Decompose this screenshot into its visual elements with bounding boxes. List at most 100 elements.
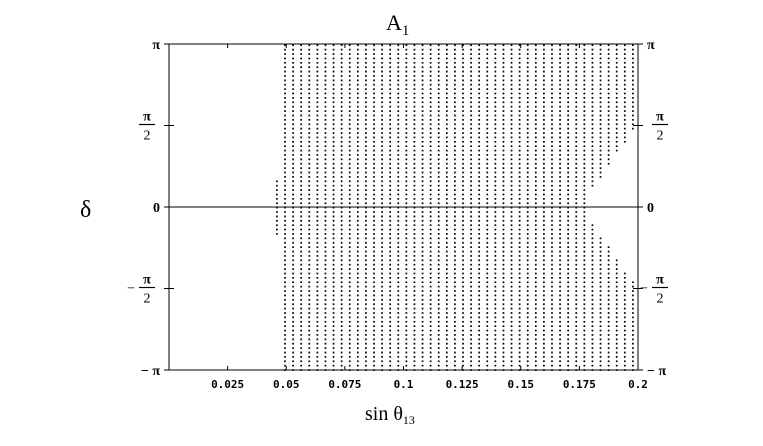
data-point — [543, 127, 545, 130]
data-point — [348, 110, 351, 112]
data-point — [454, 83, 456, 86]
data-point — [292, 123, 294, 126]
data-point — [413, 53, 416, 55]
data-point — [454, 307, 456, 310]
data-point — [567, 334, 570, 336]
data-point — [591, 154, 594, 156]
data-point — [308, 158, 311, 161]
data-point — [405, 66, 408, 69]
data-point — [575, 250, 578, 253]
data-point — [405, 250, 408, 253]
data-point — [551, 202, 553, 205]
data-point — [494, 316, 497, 319]
data-point — [429, 312, 432, 314]
data-point — [534, 281, 537, 284]
data-point — [470, 198, 472, 200]
data-point — [454, 219, 456, 222]
data-point — [510, 202, 513, 205]
data-point — [421, 202, 424, 205]
data-point — [502, 320, 505, 323]
data-point — [583, 110, 586, 112]
data-point — [470, 154, 472, 156]
data-point — [583, 162, 586, 165]
data-point — [470, 167, 472, 169]
data-point — [316, 250, 319, 253]
data-point — [300, 53, 303, 55]
data-point — [356, 263, 359, 266]
data-point — [373, 356, 375, 358]
data-point — [445, 241, 448, 244]
data-point — [356, 356, 359, 358]
data-point — [437, 255, 440, 257]
data-point — [607, 105, 610, 108]
data-point — [599, 57, 602, 60]
data-point — [575, 285, 578, 288]
data-point — [583, 360, 586, 363]
data-point — [324, 277, 327, 279]
data-point — [543, 219, 545, 222]
data-point — [308, 259, 311, 262]
data-point — [389, 149, 392, 152]
data-point — [607, 70, 610, 73]
data-point — [534, 119, 537, 121]
data-point — [534, 44, 537, 47]
data-point — [421, 61, 424, 64]
data-point — [575, 162, 578, 165]
data-point — [583, 114, 586, 117]
data-point — [292, 48, 294, 51]
y-tick-numerator: π — [658, 364, 666, 379]
data-point — [518, 250, 521, 253]
data-point — [445, 176, 448, 178]
data-point — [551, 119, 553, 121]
data-point — [607, 307, 610, 310]
data-point — [316, 176, 319, 178]
data-point — [365, 53, 367, 55]
data-point — [462, 237, 464, 240]
y-tick-label-right: π — [647, 38, 655, 53]
data-point — [437, 312, 440, 314]
data-point — [429, 233, 432, 235]
data-point — [405, 171, 408, 174]
data-point — [397, 285, 400, 288]
data-point — [365, 154, 367, 156]
data-point — [397, 312, 400, 314]
data-point — [534, 57, 537, 60]
data-point — [470, 79, 472, 82]
data-point — [381, 246, 383, 248]
data-point — [405, 184, 408, 187]
data-point — [437, 263, 440, 266]
data-point — [316, 189, 319, 191]
data-point — [543, 162, 545, 165]
data-point — [462, 351, 464, 354]
data-point — [591, 66, 594, 69]
data-point — [300, 329, 303, 332]
data-point — [429, 162, 432, 165]
data-point — [437, 158, 440, 161]
data-point — [615, 57, 618, 60]
data-point — [389, 338, 392, 341]
data-point — [373, 189, 375, 191]
data-point — [429, 342, 432, 345]
data-point — [356, 228, 359, 231]
data-point — [292, 83, 294, 86]
data-point — [543, 334, 545, 336]
data-point — [397, 154, 400, 156]
data-point — [454, 105, 456, 108]
data-point — [583, 140, 586, 143]
data-point — [300, 250, 303, 253]
data-point — [437, 75, 440, 77]
data-point — [510, 189, 513, 191]
data-point — [486, 44, 489, 47]
data-point — [478, 263, 481, 266]
data-point — [583, 334, 586, 336]
data-point — [381, 241, 383, 244]
data-point — [526, 171, 529, 174]
data-point — [340, 114, 343, 117]
data-point — [429, 316, 432, 319]
data-point — [429, 206, 432, 209]
data-point — [421, 241, 424, 244]
data-point — [534, 255, 537, 257]
data-point — [356, 259, 359, 262]
data-point — [575, 136, 578, 139]
data-point — [567, 97, 570, 99]
